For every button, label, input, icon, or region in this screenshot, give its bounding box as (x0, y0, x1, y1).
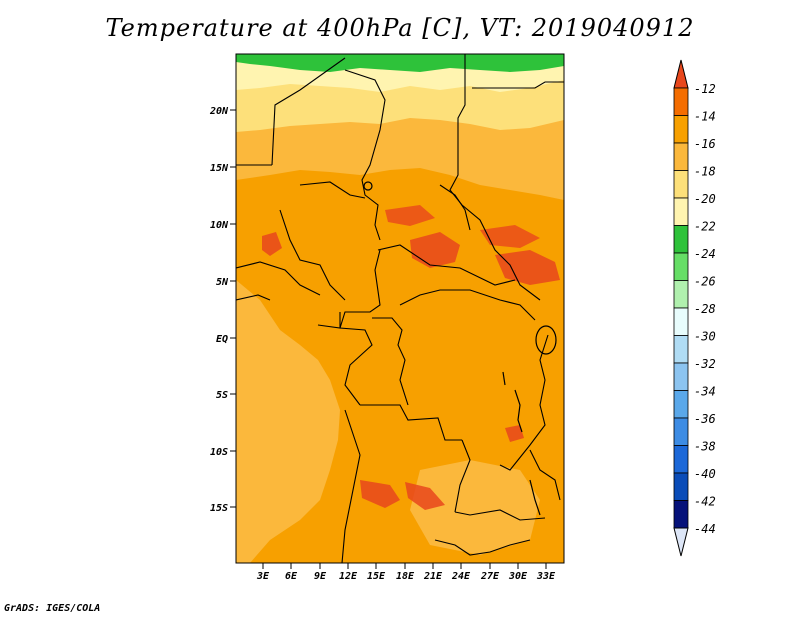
lat-tick-label: 5S (216, 390, 228, 401)
warm-patch-small-east (505, 425, 524, 442)
lat-tick-label: 15N (210, 163, 229, 174)
colorbar-label: -20 (694, 192, 716, 206)
colorbar-label: -24 (694, 247, 716, 261)
colorbar-label: -30 (694, 330, 716, 344)
colorbar-label: -34 (694, 385, 716, 399)
lat-axis: 20N 15N 10N 5N EQ 5S 10S 15S (209, 106, 236, 514)
warm-patch-south-1 (360, 480, 400, 508)
lon-axis: 3E 6E 9E 12E 15E 18E 21E 24E 27E 30E 33E (256, 563, 556, 582)
warm-patch-south-2 (405, 482, 445, 510)
lat-tick-label: 5N (216, 277, 229, 288)
colorbar-label: -14 (694, 110, 716, 124)
colorbar-label: -22 (694, 220, 716, 234)
lon-tick-label: 27E (480, 571, 500, 582)
warm-patch-east (495, 250, 560, 285)
colorbar-swatch (673, 170, 689, 199)
colorbar-swatch (673, 335, 689, 364)
lat-tick-label: 20N (209, 106, 229, 117)
lon-tick-label: 24E (451, 571, 471, 582)
colorbar-swatch (673, 445, 689, 474)
lon-tick-label: 12E (339, 571, 358, 582)
warm-patch-central-north (410, 232, 460, 268)
colorbar-swatch (673, 197, 689, 226)
colorbar-label: -38 (694, 440, 716, 454)
colorbar-top-triangle (673, 59, 689, 89)
colorbar-label: -42 (694, 495, 716, 509)
colorbar-swatch (673, 390, 689, 419)
colorbar-swatch (673, 417, 689, 446)
colorbar-swatch (673, 115, 689, 144)
colorbar-bottom-triangle (673, 527, 689, 557)
colorbar-swatch (673, 225, 689, 254)
lon-tick-label: 3E (256, 571, 270, 582)
colorbar-label: -26 (694, 275, 716, 289)
chart-title: Temperature at 400hPa [C], VT: 201904091… (105, 14, 695, 42)
lon-tick-label: 15E (367, 571, 386, 582)
lon-tick-label: 21E (423, 571, 443, 582)
lat-tick-label: 10N (210, 220, 229, 231)
grads-credit: GrADS: IGES/COLA (4, 603, 101, 614)
lat-tick-label: EQ (216, 334, 228, 345)
colorbar-label: -36 (694, 412, 716, 426)
lon-tick-label: 6E (285, 571, 298, 582)
colorbar-label: -44 (694, 522, 716, 536)
country-borders (236, 54, 564, 563)
lon-tick-label: 30E (508, 571, 528, 582)
lat-tick-label: 15S (210, 503, 228, 514)
band-minus18-minus16-southeast (410, 460, 540, 555)
colorbar-swatch (673, 362, 689, 391)
colorbar-swatch (673, 142, 689, 171)
warm-patch-sahel (385, 205, 435, 226)
band-minus24-minus22 (236, 54, 564, 72)
lon-tick-label: 18E (396, 571, 415, 582)
colorbar-label: -40 (694, 467, 716, 481)
colorbar-swatch (673, 472, 689, 501)
temperature-field (236, 54, 564, 563)
map-frame (235, 53, 565, 564)
lat-tick-label: 10S (210, 447, 228, 458)
colorbar-swatch (673, 280, 689, 309)
colorbar: -12 -14 -16 -18 -20 -22 -24 -26 -28 -30 -32 -34 -36 -… (673, 59, 716, 557)
band-minus18-minus16-west (236, 280, 340, 563)
colorbar-swatch (673, 500, 689, 529)
colorbar-swatch (673, 87, 689, 116)
colorbar-label: -12 (694, 82, 716, 96)
colorbar-label: -16 (694, 137, 716, 151)
lon-tick-label: 9E (314, 571, 327, 582)
colorbar-label: -32 (694, 357, 716, 371)
colorbar-label: -28 (694, 302, 716, 316)
colorbar-swatch (673, 252, 689, 281)
lon-tick-label: 33E (536, 571, 556, 582)
warm-patch-northeast (480, 225, 540, 248)
lakes (363, 181, 557, 516)
warm-patch-west (262, 232, 282, 256)
colorbar-label: -18 (694, 165, 716, 179)
colorbar-swatch (673, 307, 689, 336)
